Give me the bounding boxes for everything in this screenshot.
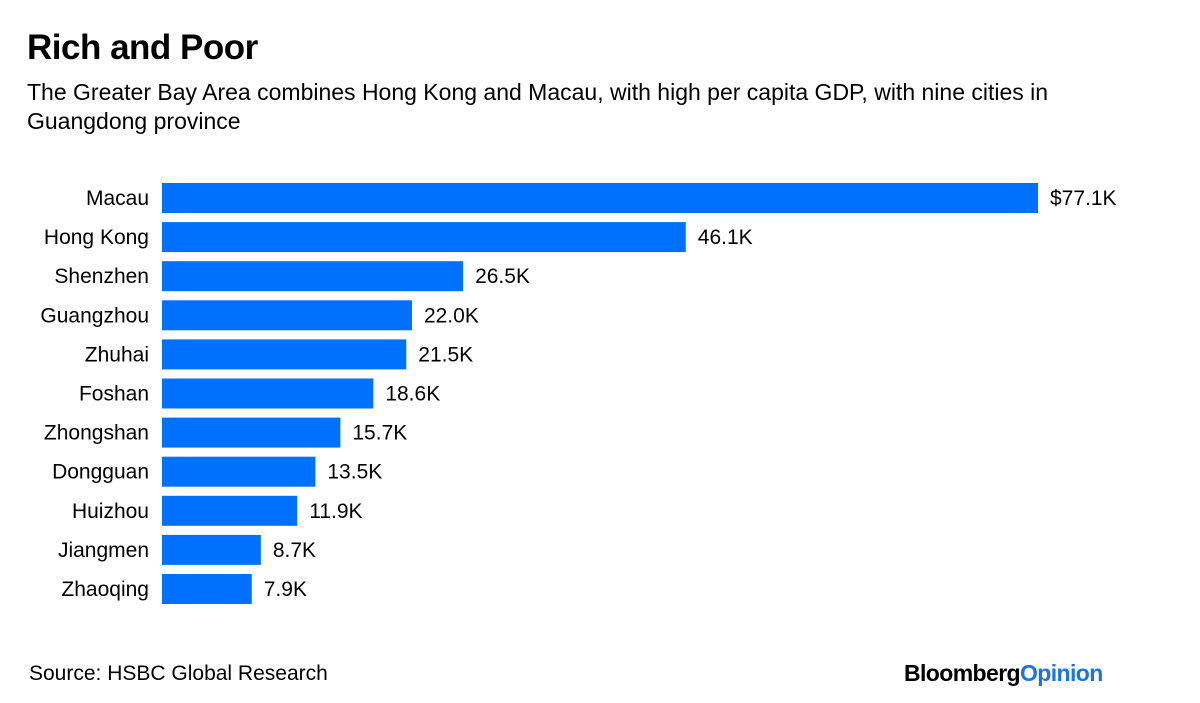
bar-group: Zhuhai 21.5K <box>85 339 473 370</box>
source-note: Source: HSBC Global Research <box>29 662 328 685</box>
data-label: 21.5K <box>418 343 473 366</box>
bar <box>162 495 298 526</box>
bar-group: Shenzhen 26.5K <box>54 261 530 292</box>
bar-group: Dongguan 13.5K <box>52 456 382 487</box>
bar-group: Foshan 18.6K <box>79 378 440 409</box>
data-label: 13.5K <box>327 461 382 484</box>
bar-group: Jiangmen 8.7K <box>58 534 316 565</box>
bar <box>162 534 261 565</box>
bar-group: Macau $77.1K <box>86 183 1117 213</box>
data-label: 8.7K <box>273 539 316 562</box>
data-label: 15.7K <box>352 422 407 445</box>
bar-group: Zhaoqing 7.9K <box>61 574 307 604</box>
bar <box>162 456 316 487</box>
bar-chart: Macau $77.1K Hong Kong 46.1K Shenzhen 26.5K Gu… <box>40 183 1117 604</box>
bar <box>162 183 1038 213</box>
bloomberg-opinion-logo: BloombergOpinion <box>904 660 1103 687</box>
bar-group: Hong Kong 46.1K <box>44 222 753 253</box>
data-label: 11.9K <box>309 500 362 523</box>
bar <box>162 300 412 331</box>
category-label: Dongguan <box>52 461 149 484</box>
category-label: Foshan <box>79 383 149 406</box>
data-label: 22.0K <box>424 304 479 327</box>
category-label: Jiangmen <box>58 539 149 562</box>
bar <box>162 417 341 448</box>
bar <box>162 261 464 292</box>
category-label: Zhongshan <box>44 422 149 445</box>
logo-opinion: Opinion <box>1020 660 1103 686</box>
chart-title: Rich and Poor <box>27 28 258 67</box>
chart-subtitle: The Greater Bay Area combines Hong Kong … <box>27 79 1049 134</box>
logo-bloomberg: Bloomberg <box>904 660 1021 686</box>
data-label: 18.6K <box>385 383 440 406</box>
bar-group: Zhongshan 15.7K <box>44 417 407 448</box>
bar <box>162 574 252 604</box>
data-label: 46.1K <box>698 226 753 249</box>
category-label: Hong Kong <box>44 226 149 249</box>
bar-group: Guangzhou 22.0K <box>40 300 479 331</box>
data-label: 26.5K <box>475 265 530 288</box>
category-label: Zhaoqing <box>61 578 149 601</box>
category-label: Shenzhen <box>54 265 149 288</box>
category-label: Guangzhou <box>40 304 149 327</box>
bar <box>162 378 374 409</box>
category-label: Huizhou <box>72 500 149 523</box>
data-label: $77.1K <box>1050 187 1117 210</box>
bar <box>162 222 686 253</box>
category-label: Zhuhai <box>85 343 149 366</box>
bar <box>162 339 407 370</box>
bar-group: Huizhou 11.9K <box>72 495 363 526</box>
data-label: 7.9K <box>264 578 307 601</box>
category-label: Macau <box>86 187 149 210</box>
